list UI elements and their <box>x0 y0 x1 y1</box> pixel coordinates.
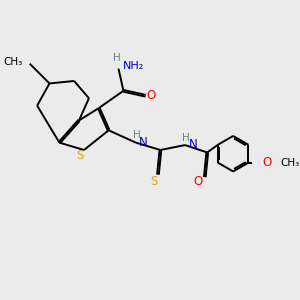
Text: CH₃: CH₃ <box>3 58 22 68</box>
Text: N: N <box>188 138 197 151</box>
Text: O: O <box>193 175 203 188</box>
Text: O: O <box>146 89 156 102</box>
Text: H: H <box>113 53 121 63</box>
Text: H: H <box>182 133 190 143</box>
Text: S: S <box>150 175 157 188</box>
Text: H: H <box>133 130 141 140</box>
Text: O: O <box>263 156 272 169</box>
Text: N: N <box>139 136 148 148</box>
Text: CH₃: CH₃ <box>280 158 300 168</box>
Text: NH₂: NH₂ <box>123 61 144 71</box>
Text: S: S <box>76 149 84 162</box>
